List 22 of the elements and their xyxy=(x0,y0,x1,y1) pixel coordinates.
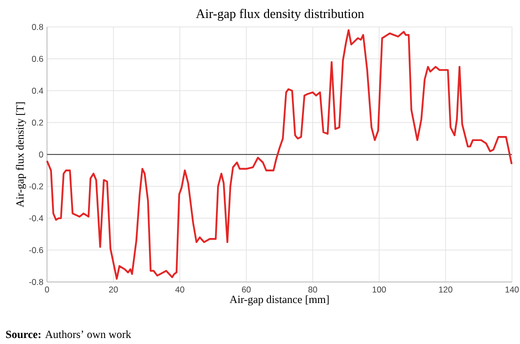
y-tick-label: 0 xyxy=(39,151,44,158)
text: Source: Authors’ own work xyxy=(6,330,132,338)
x-tick-label: 140 xyxy=(506,286,519,293)
y-tick-label: -0.4 xyxy=(29,215,44,222)
chart-title: Air-gap flux density distribution xyxy=(196,8,364,21)
x-tick-label: 120 xyxy=(439,286,452,293)
x-tick-label: 100 xyxy=(372,286,386,293)
y-tick-label: -0.8 xyxy=(29,278,44,285)
y-tick-label: -0.2 xyxy=(29,183,44,190)
y-tick-label: -0.6 xyxy=(29,247,44,254)
x-tick-label: 80 xyxy=(308,286,318,293)
y-tick-label: 0.6 xyxy=(32,56,44,62)
x-axis-title: Air-gap distance [mm] xyxy=(230,295,329,306)
y-axis-title: Air-gap flux density [T] xyxy=(16,102,26,208)
x-tick-label: 0 xyxy=(44,286,50,293)
y-tick-label: 0.4 xyxy=(32,88,44,94)
x-tick-label: 60 xyxy=(242,286,251,293)
line-series xyxy=(46,29,513,280)
x-tick-label: 20 xyxy=(109,286,118,293)
y-tick-label: 0.8 xyxy=(32,24,44,30)
x-tick-label: 40 xyxy=(175,286,184,293)
y-tick-label: 0.2 xyxy=(32,120,44,126)
